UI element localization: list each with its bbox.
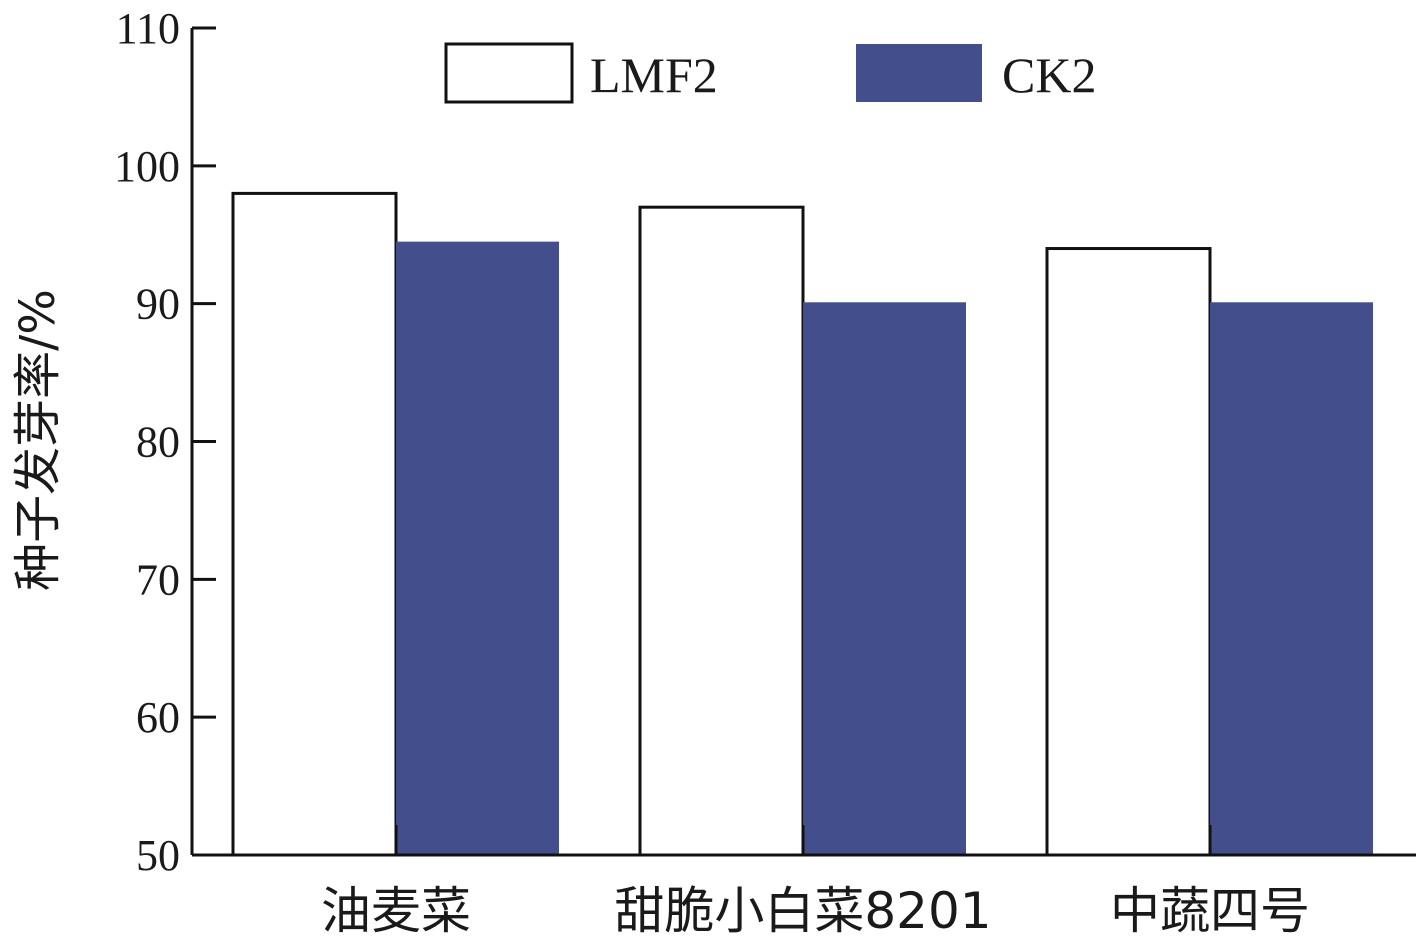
y-tick-label: 80	[136, 418, 180, 467]
legend: LMF2 CK2	[444, 42, 1096, 104]
x-category-label: 中蔬四号	[1110, 882, 1310, 939]
legend-swatch-ck2	[856, 44, 982, 102]
bar-lmf2-1	[638, 205, 805, 857]
y-ticks-group: 50 60 70 80 90 100 110	[114, 4, 216, 880]
y-tick-label: 110	[116, 4, 180, 53]
bar-lmf2-2	[1045, 247, 1212, 857]
legend-swatch-lmf2	[444, 42, 574, 104]
bars-group	[231, 191, 1373, 857]
bar-ck2-1	[803, 302, 966, 855]
y-tick-label: 60	[136, 693, 180, 742]
y-tick-label: 70	[136, 555, 180, 604]
y-axis-label: 种子发芽率/%	[10, 289, 66, 591]
x-category-label: 甜脆小白菜8201	[614, 882, 991, 939]
legend-label-lmf2: LMF2	[590, 47, 718, 103]
x-category-label: 油麦菜	[321, 882, 471, 939]
y-tick-label: 90	[136, 280, 180, 329]
x-labels-group: 油麦菜 甜脆小白菜8201 中蔬四号	[321, 825, 1310, 939]
y-tick-label: 50	[136, 831, 180, 880]
bar-lmf2-0	[231, 191, 398, 857]
legend-label-ck2: CK2	[1002, 47, 1096, 103]
bar-ck2-2	[1210, 302, 1373, 855]
bar-ck2-0	[396, 241, 559, 855]
y-tick-label: 100	[114, 142, 180, 191]
